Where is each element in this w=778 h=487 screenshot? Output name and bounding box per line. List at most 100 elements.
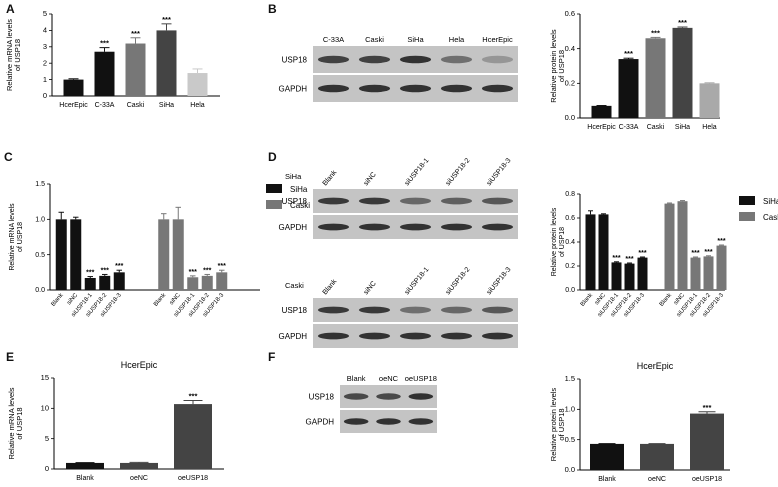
- A-significance: ***: [162, 15, 171, 24]
- D-significance: ***: [717, 238, 725, 245]
- D2-band: [440, 306, 473, 314]
- D2-band: [317, 306, 350, 314]
- F-x-tick-label: Blank: [598, 476, 616, 483]
- C-bar-caski-4: [216, 272, 228, 290]
- D-y-label-line1: Relative protein levels: [551, 207, 558, 276]
- A-x-tick-label: HcerEpic: [59, 102, 88, 109]
- B-x-tick-label: C-33A: [619, 124, 639, 131]
- panel-label-c: C: [4, 150, 13, 164]
- C-x-tick-label: siNC: [169, 292, 182, 306]
- B-bar-v-4: [699, 83, 720, 118]
- A-bar-v-2: [125, 43, 146, 96]
- D-significance: ***: [625, 256, 633, 263]
- C-bar-siha-0: [55, 219, 67, 290]
- D-bar-siha-3: [624, 263, 635, 290]
- F-x-tick-label: oeUSP18: [692, 476, 722, 483]
- B-x-tick-label: Caski: [647, 124, 665, 131]
- D2-band: [481, 332, 514, 340]
- F-lane-label: oeUSP18: [405, 374, 437, 383]
- D-bar-caski-2: [690, 257, 701, 290]
- A-x-tick-label: C-33A: [95, 102, 115, 109]
- C-x-tick-label: siNC: [66, 292, 79, 306]
- B-row-label: GAPDH: [279, 85, 308, 94]
- F-row-label: GAPDH: [306, 418, 335, 427]
- C-y-tick-label: 0.0: [35, 287, 45, 294]
- B-lane-label: Caski: [365, 35, 384, 44]
- F-band: [408, 393, 434, 400]
- D2-lane-label: siUSP18-3: [486, 266, 513, 296]
- B-x-tick-label: SiHa: [675, 124, 690, 131]
- E-y-tick-label: 0: [45, 464, 49, 473]
- E-y-tick-label: 10: [41, 404, 49, 413]
- A-y-label-line2: of USP18: [13, 39, 22, 71]
- B-y-tick-label: 0.4: [565, 44, 575, 53]
- D-bar-siha-4: [637, 257, 648, 290]
- F-y-label-line2: of USP18: [557, 408, 566, 440]
- D2-band: [481, 306, 514, 314]
- D1-row-label: USP18: [282, 197, 308, 206]
- D1-band: [440, 223, 473, 231]
- D1-band: [358, 223, 391, 231]
- E-x-tick-label: Blank: [76, 475, 94, 482]
- D-y-tick-label: 0.0: [565, 287, 575, 294]
- B-band: [317, 84, 350, 93]
- D2-lane-label: siNC: [363, 280, 378, 296]
- A-bar-v-1: [94, 51, 115, 96]
- B-band: [399, 55, 432, 64]
- E-y-tick-label: 15: [41, 373, 49, 382]
- A-significance: ***: [100, 39, 109, 48]
- F-row-label: USP18: [309, 393, 335, 402]
- F-y-tick-label: 1.5: [565, 374, 575, 383]
- B-row-label: USP18: [282, 56, 308, 65]
- B-y-tick-label: 0.0: [565, 113, 575, 122]
- C-bar-siha-4: [113, 272, 125, 290]
- B-band: [399, 84, 432, 93]
- C-legend-label: Caski: [290, 201, 310, 210]
- panel-label-e: E: [6, 350, 15, 364]
- C-bar-caski-2: [187, 277, 199, 290]
- F-band: [376, 418, 401, 425]
- D1-row-label: GAPDH: [279, 223, 308, 232]
- F-lane-label: Blank: [347, 374, 366, 383]
- A-y-tick-label: 2: [43, 58, 47, 67]
- C-y-tick-label: 0.5: [35, 252, 45, 259]
- B-band: [317, 55, 350, 64]
- A-x-tick-label: Caski: [127, 102, 145, 109]
- B-band: [440, 55, 473, 64]
- C-bar-siha-2: [84, 277, 96, 290]
- F-y-tick-label: 0.5: [565, 435, 575, 444]
- B-lane-label: Hela: [449, 35, 465, 44]
- C-legend-label: SiHa: [290, 185, 308, 194]
- C-significance: ***: [218, 263, 226, 270]
- D1-band: [358, 197, 391, 205]
- F-significance: ***: [703, 403, 712, 412]
- A-bar-v-0: [63, 79, 84, 96]
- B-lane-label: C-33A: [323, 35, 344, 44]
- D1-band: [440, 197, 473, 205]
- E-bar-v-2: [174, 404, 212, 469]
- D2-lane-label: Blank: [322, 278, 339, 296]
- E-bar-v-1: [120, 462, 158, 469]
- B-bar-v-0: [591, 105, 612, 118]
- B-significance: ***: [678, 18, 687, 27]
- D2-band: [317, 332, 350, 340]
- C-bar-caski-3: [201, 275, 213, 290]
- C-significance: ***: [189, 269, 197, 276]
- D2-band: [358, 332, 391, 340]
- B-bar-v-3: [672, 27, 693, 118]
- D2-lane-label: siUSP18-1: [404, 266, 431, 296]
- D1-lane-label: siUSP18-1: [404, 157, 431, 187]
- E-bar-v-0: [66, 462, 104, 469]
- C-legend-swatch: [266, 200, 282, 209]
- D1-band: [317, 223, 350, 231]
- C-y-label-line2: of USP18: [17, 222, 24, 252]
- D-bar-caski-1: [677, 201, 688, 290]
- C-x-tick-label: Blank: [51, 292, 66, 308]
- D-y-tick-label: 0.4: [565, 239, 575, 246]
- D-significance: ***: [612, 255, 620, 262]
- D-x-tick-label: Blank: [580, 292, 595, 308]
- C-x-tick-label: Blank: [153, 292, 168, 308]
- D1-cell-line-label: SiHa: [285, 172, 302, 181]
- B-significance: ***: [624, 49, 633, 58]
